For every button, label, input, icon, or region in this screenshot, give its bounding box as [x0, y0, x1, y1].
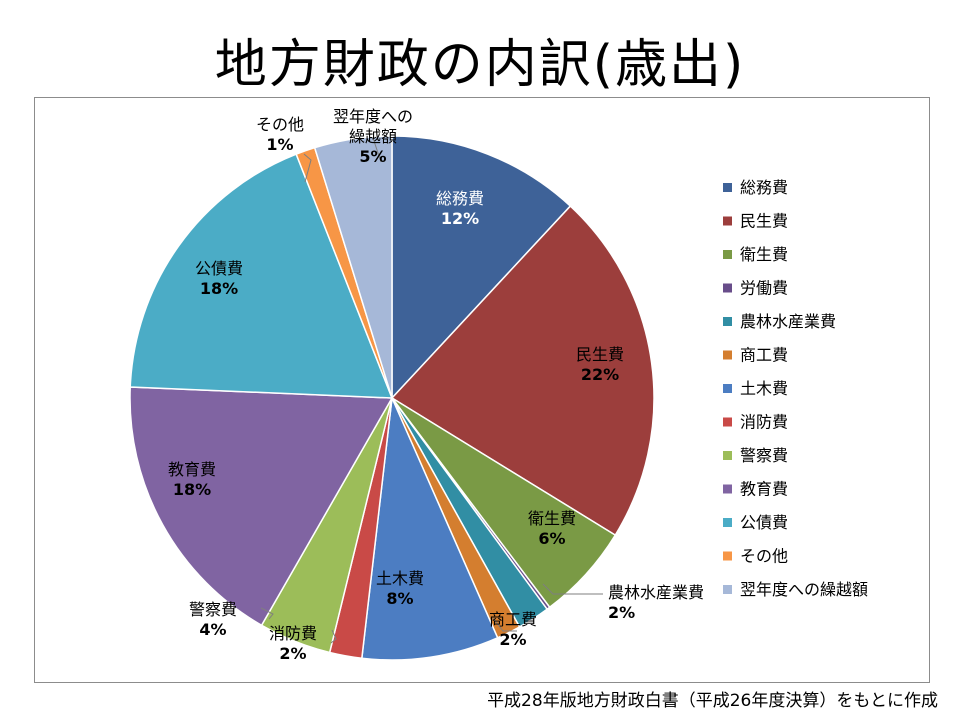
leader-line-5 — [303, 153, 312, 183]
data-label-8: 警察費 4% — [189, 600, 237, 639]
legend-label-5: 農林水産業費 — [740, 312, 836, 331]
legend-swatch-4 — [723, 283, 732, 293]
legend-label-3: 衛生費 — [740, 245, 788, 264]
legend-swatch-6 — [723, 350, 732, 360]
legend-swatch-13 — [723, 585, 732, 594]
data-label-10: 公債費 18% — [195, 259, 243, 298]
leader-line-6 — [372, 137, 382, 163]
legend-label-4: 労働費 — [740, 279, 788, 298]
legend-swatch-8 — [723, 417, 732, 427]
data-label-1: 総務費 12% — [436, 189, 484, 228]
legend-swatch-2 — [723, 216, 732, 226]
legend-label-10: 教育費 — [740, 480, 788, 499]
legend-label-7: 土木費 — [740, 379, 788, 398]
data-label-7: 消防費 2% — [269, 624, 317, 663]
leader-lines — [260, 137, 603, 644]
pie-slice-10 — [129, 386, 394, 627]
legend-label-9: 警察費 — [740, 446, 788, 465]
data-label-4: 農林水産業費 2% — [608, 583, 704, 622]
legend-swatch-12 — [723, 551, 732, 561]
leader-line-2 — [492, 617, 517, 632]
pie-slice-7 — [360, 395, 499, 661]
chart-legend: 総務費民生費衛生費労働費農林水産業費商工費土木費消防費警察費教育費公債費その他翌… — [723, 178, 868, 599]
data-label-12: 翌年度への繰越額 5% — [333, 107, 413, 166]
data-label-5: 商工費 2% — [489, 610, 537, 649]
chart-frame: 総務費 12% 民生費 22% 衛生費 6% 農林水産業費 2% 商工費 2% 土木費 8% 消防費 2%… — [34, 97, 930, 683]
legend-swatch-9 — [723, 451, 732, 460]
data-label-6: 土木費 8% — [376, 569, 424, 608]
legend-label-8: 消防費 — [740, 413, 788, 432]
legend-swatch-5 — [723, 317, 732, 326]
data-label-11: その他 1% — [256, 115, 304, 154]
legend-label-2: 民生費 — [740, 212, 788, 231]
legend-label-1: 総務費 — [740, 178, 788, 197]
data-label-2: 民生費 22% — [576, 345, 624, 384]
pie-slice-1 — [391, 135, 572, 400]
pie-slice-2 — [390, 205, 655, 537]
leader-line-3 — [330, 629, 337, 644]
leader-line-4 — [260, 607, 274, 620]
pie-chart: 総務費 12% 民生費 22% 衛生費 6% 農林水産業費 2% 商工費 2% 土木費 8% 消防費 2%… — [129, 107, 868, 663]
legend-swatch-7 — [723, 384, 732, 393]
pie-slice-11 — [129, 153, 394, 399]
legend-label-12: その他 — [740, 547, 788, 566]
source-note: 平成28年版地方財政白書（平成26年度決算）をもとに作成 — [487, 691, 938, 711]
legend-swatch-10 — [723, 484, 732, 494]
legend-swatch-3 — [723, 250, 732, 259]
data-label-9: 教育費 18% — [168, 460, 216, 499]
data-label-3: 衛生費 6% — [528, 509, 576, 548]
pie-slices — [129, 135, 655, 661]
legend-swatch-11 — [723, 518, 732, 527]
leader-line-1 — [542, 583, 603, 595]
legend-swatch-1 — [723, 183, 732, 192]
pie-slice-13 — [313, 135, 393, 399]
data-labels: 総務費 12% 民生費 22% 衛生費 6% 農林水産業費 2% 商工費 2% 土木費 8% 消防費 2%… — [168, 107, 704, 663]
legend-label-11: 公債費 — [740, 513, 788, 532]
legend-label-13: 翌年度への繰越額 — [740, 580, 868, 599]
legend-label-6: 商工費 — [740, 346, 788, 365]
page-title: 地方財政の内訳(歳出) — [214, 35, 746, 95]
